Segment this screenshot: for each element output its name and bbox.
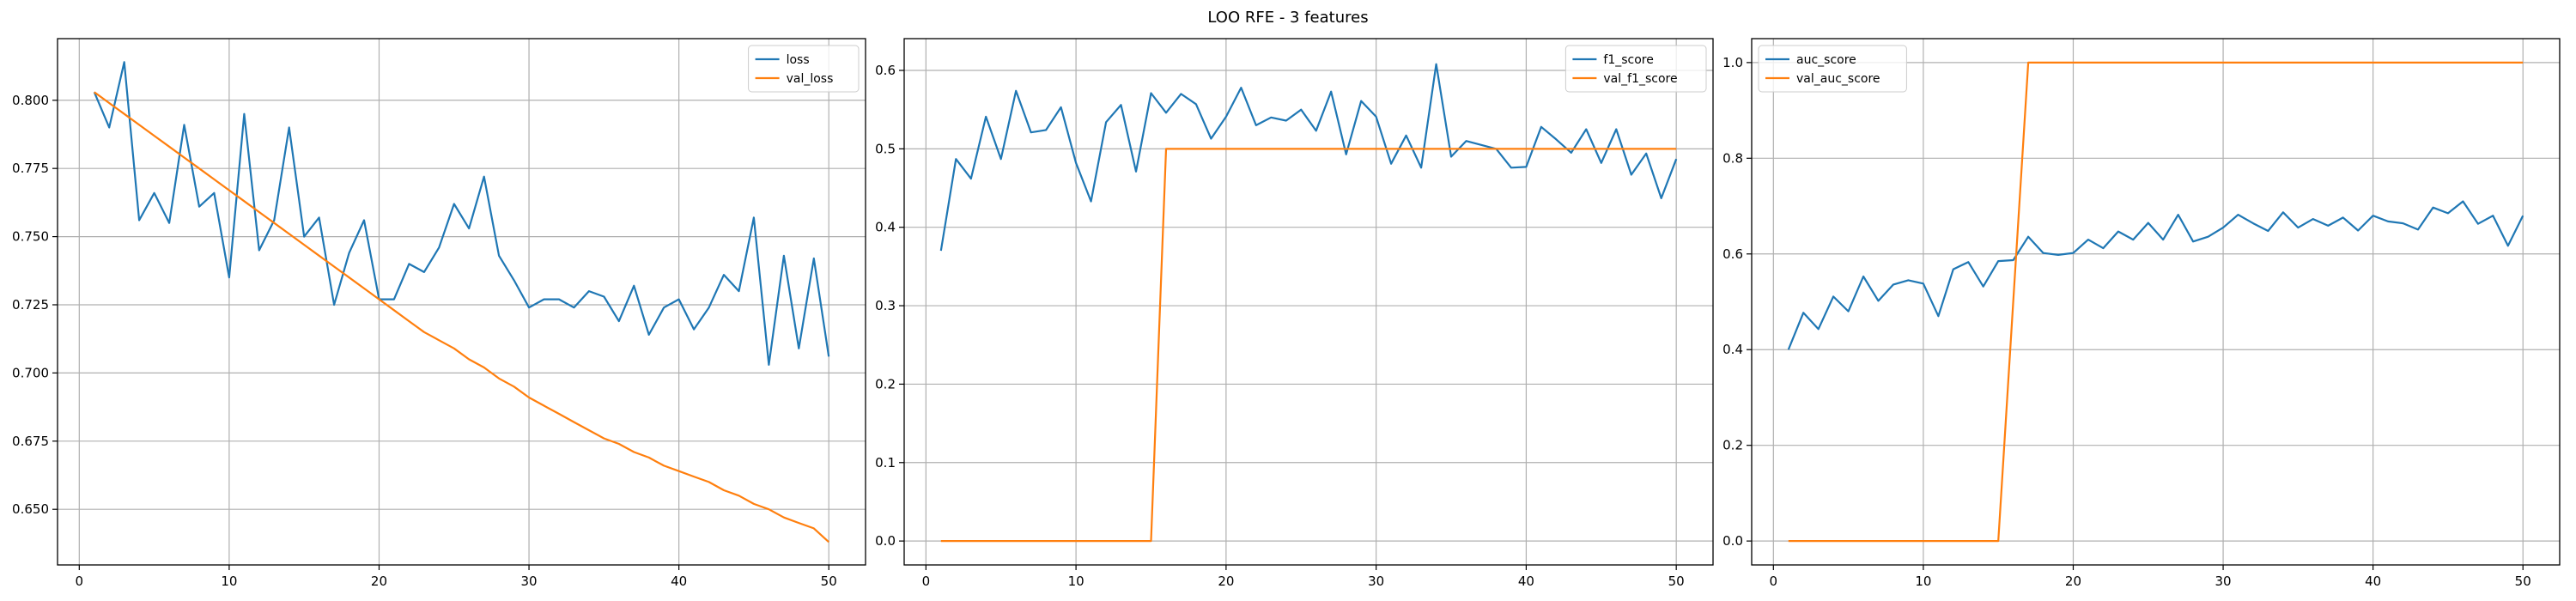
- x-tick-label: 30: [1368, 574, 1384, 589]
- legend-label-f1_score: f1_score: [1603, 53, 1653, 67]
- x-tick-label: 20: [1218, 574, 1234, 589]
- chart-panel-3: 0 10 20 30 40 50 0.0 0.2 0.4 0.6 0.8 1.0 auc_scoreva…: [1722, 38, 2561, 589]
- x-tick-label: 0: [76, 574, 84, 589]
- series-line-val_loss: [94, 91, 829, 543]
- plot-area-frame: [1751, 38, 2561, 566]
- y-tick-label: 0.5: [875, 141, 896, 156]
- legend: f1_score val_f1_score: [1564, 45, 1707, 93]
- x-tick-label: 40: [1518, 574, 1534, 589]
- y-tick-label: 0.3: [875, 298, 896, 313]
- series-line-auc_score: [1787, 200, 2524, 350]
- y-tick-label: 0.1: [875, 455, 896, 470]
- y-tick-label: 0.0: [875, 533, 896, 549]
- x-tick-label: 20: [2065, 574, 2081, 589]
- legend-box: [748, 45, 860, 93]
- series-line-val_auc_score: [1788, 61, 2524, 543]
- x-tick-label: 30: [521, 574, 538, 589]
- x-tick-label: 40: [2365, 574, 2381, 589]
- legend-label-val_f1_score: val_f1_score: [1603, 72, 1677, 86]
- series-line-val_f1_score: [940, 148, 1677, 543]
- legend: loss val_loss: [748, 45, 860, 93]
- y-tick-label: 0.4: [1722, 342, 1743, 357]
- y-tick-label: 0.700: [12, 365, 49, 380]
- x-tick-label: 10: [1068, 574, 1084, 589]
- series-line-f1_score: [939, 63, 1678, 252]
- y-tick-label: 0.750: [12, 229, 49, 245]
- legend-label-loss: loss: [787, 53, 810, 67]
- y-tick-label: 0.2: [875, 376, 896, 392]
- x-tick-label: 0: [1770, 574, 1778, 589]
- x-tick-label: 10: [221, 574, 237, 589]
- x-tick-label: 50: [821, 574, 837, 589]
- x-tick-label: 0: [922, 574, 931, 589]
- plot-area-frame: [57, 38, 866, 566]
- x-tick-label: 50: [2515, 574, 2531, 589]
- legend-label-val_loss: val_loss: [787, 72, 834, 86]
- chart-panel-1: 0 10 20 30 40 50 0.650 0.675 0.700 0.725 0.750 0.77…: [12, 38, 866, 589]
- legend-label-auc_score: auc_score: [1796, 53, 1856, 67]
- legend: auc_score val_auc_score: [1758, 45, 1907, 93]
- plot-area-frame: [903, 38, 1714, 566]
- legend-box: [1564, 45, 1707, 93]
- y-tick-label: 0.800: [12, 93, 49, 108]
- y-tick-label: 0.650: [12, 501, 49, 517]
- y-tick-label: 1.0: [1722, 55, 1743, 70]
- y-tick-label: 0.675: [12, 434, 49, 449]
- x-tick-label: 10: [1915, 574, 1931, 589]
- figure-title: LOO RFE - 3 features: [1207, 9, 1369, 27]
- legend-label-val_auc_score: val_auc_score: [1796, 72, 1880, 86]
- y-tick-label: 0.6: [1722, 246, 1743, 262]
- y-tick-label: 0.2: [1722, 438, 1743, 453]
- x-tick-label: 50: [1668, 574, 1685, 589]
- series-line-loss: [93, 61, 830, 366]
- y-tick-label: 0.8: [1722, 150, 1743, 166]
- chart-panel-2: 0 10 20 30 40 50 0.0 0.1 0.2 0.3 0.4 0.5 0.6 f1_score…: [875, 38, 1714, 589]
- y-tick-label: 0.0: [1722, 533, 1743, 549]
- x-tick-label: 20: [371, 574, 387, 589]
- y-tick-label: 0.725: [12, 297, 49, 313]
- y-tick-label: 0.4: [875, 220, 896, 235]
- y-tick-label: 0.775: [12, 161, 49, 176]
- x-tick-label: 30: [2215, 574, 2232, 589]
- x-tick-label: 40: [671, 574, 687, 589]
- y-tick-label: 0.6: [875, 63, 896, 78]
- legend-box: [1758, 45, 1907, 93]
